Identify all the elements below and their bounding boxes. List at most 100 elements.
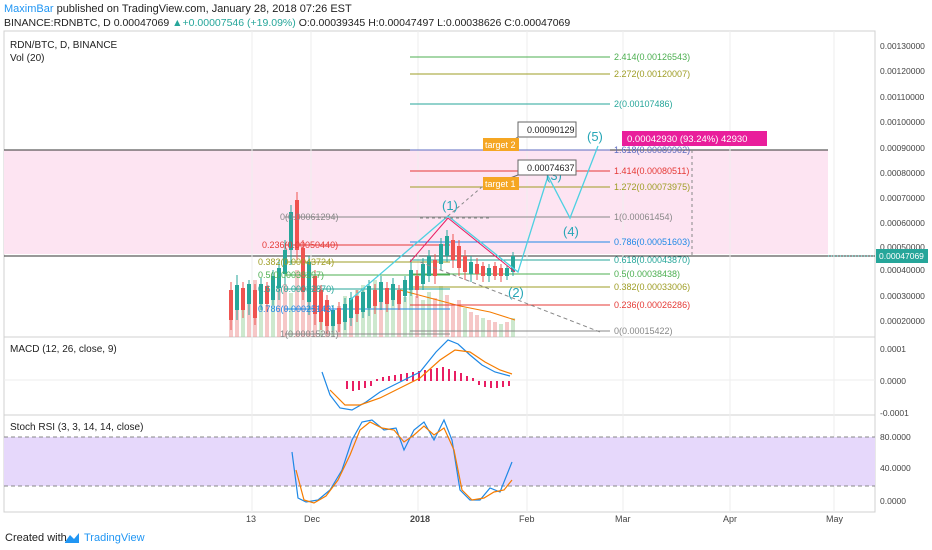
- measure-label: 0.00042930 (93.24%) 42930: [627, 134, 747, 145]
- stoch-rsi-title: Stoch RSI (3, 3, 14, 14, close): [10, 422, 143, 433]
- fib-ext-label: 2.272(0.00120007): [614, 69, 690, 79]
- ohlc-line: BINANCE:RDNBTC, D 0.00047069 ▲+0.0000754…: [4, 17, 570, 29]
- macd-line: [321, 339, 511, 411]
- time-axis[interactable]: 13 Dec 2018 Feb Mar Apr May: [246, 514, 844, 524]
- fib-ext-label: 1.272(0.00073975): [614, 182, 690, 192]
- low-value: 0.00038626: [445, 17, 502, 29]
- target-2-value: 0.00090129: [527, 125, 575, 135]
- tradingview-logo-icon[interactable]: [64, 532, 80, 547]
- price-axis[interactable]: 0.00130000 0.00120000 0.00110000 0.00100…: [880, 41, 925, 326]
- fib-ext-label: 0.5(0.00038438): [614, 269, 680, 279]
- price-tick: 0.00120000: [880, 66, 925, 76]
- vertical-grid: [251, 31, 835, 512]
- fib-ext-label: 1.618(0.00089902): [614, 145, 690, 155]
- publish-line: MaximBar published on TradingView.com, J…: [4, 3, 352, 15]
- last-price: 0.00047069: [113, 17, 170, 29]
- fib-ext-label: 0.786(0.00051603): [614, 237, 690, 247]
- main-pane-title: RDN/BTC, D, BINANCE: [10, 40, 118, 51]
- wave-label-2: (2): [508, 285, 524, 300]
- fib-ext-label: 1(0.00061454): [614, 212, 673, 222]
- price-tick: 0.00060000: [880, 218, 925, 228]
- wave-label-5: (5): [587, 129, 603, 144]
- fib-ret-label: 0.786(0.00025143): [258, 304, 334, 314]
- fib-ret-label: 0(0.00061294): [280, 212, 339, 222]
- symbol-label: BINANCE:RDNBTC, D: [4, 17, 111, 29]
- fib-ret-label: 1(0.00015291): [280, 329, 339, 339]
- close-value: 0.00047069: [514, 17, 571, 29]
- fib-ext-label: 0(0.00015422): [614, 326, 673, 336]
- stoch-tick: 0.0000: [880, 496, 906, 506]
- target-2-label: target 2: [485, 140, 516, 150]
- time-tick: Apr: [723, 514, 737, 524]
- stoch-tick: 80.0000: [880, 432, 911, 442]
- stoch-tick: 40.0000: [880, 463, 911, 473]
- target-zone-band: [4, 150, 828, 254]
- fib-ext-label: 2.414(0.00126543): [614, 52, 690, 62]
- up-arrow-icon: ▲: [172, 17, 183, 29]
- target-1-badge: [483, 177, 519, 190]
- stoch-rsi-band: [4, 437, 875, 486]
- low-label: L:: [437, 17, 446, 29]
- measure-badge: [622, 131, 767, 146]
- price-tick: 0.00110000: [880, 92, 925, 102]
- fib-extension-labels: 2.414(0.00126543) 2.272(0.00120007) 2(0.…: [614, 52, 690, 336]
- price-tick: 0.00070000: [880, 193, 925, 203]
- price-tick: 0.00100000: [880, 117, 925, 127]
- created-with-label: Created with: [5, 532, 67, 544]
- price-tick: 0.00050000: [880, 242, 925, 252]
- trend-line-up: [409, 217, 449, 263]
- fib-ret-label: 0.5(0.00038297): [258, 270, 324, 280]
- volume-ma-line: [399, 289, 516, 321]
- price-tick: 0.00030000: [880, 291, 925, 301]
- macd-tick: 0.0001: [880, 344, 906, 354]
- stoch-axis[interactable]: 80.0000 40.0000 0.0000: [880, 432, 911, 506]
- macd-title: MACD (12, 26, close, 9): [10, 344, 117, 355]
- macd-histogram: [346, 367, 510, 391]
- publish-info: published on TradingView.com, January 28…: [53, 3, 352, 15]
- wave-label-4: (4): [563, 224, 579, 239]
- fib-ext-label: 1.414(0.00080511): [614, 166, 689, 176]
- open-value: 0.00039345: [309, 17, 366, 29]
- open-label: O:: [298, 17, 310, 29]
- macd-tick: -0.0001: [880, 408, 909, 418]
- wave-label-1: (1): [442, 198, 458, 213]
- macd-signal-line: [329, 349, 513, 406]
- last-price-tag-text: 0.00047069: [879, 251, 924, 261]
- close-label: C:: [504, 17, 515, 29]
- high-value: 0.00047497: [378, 17, 435, 29]
- time-tick: Mar: [615, 514, 631, 524]
- fib-retracement-labels: 0(0.00061294) 0.236(0.00050440) 0.382(0.…: [258, 212, 339, 339]
- high-label: H:: [368, 17, 379, 29]
- target-1-label: target 1: [485, 179, 516, 189]
- fib-ret-label: 0.618(0.00032870): [258, 284, 334, 294]
- time-tick: May: [826, 514, 844, 524]
- target-2-value-box: [517, 121, 577, 138]
- volume-label: Vol (20): [10, 53, 44, 64]
- fib-ext-label: 0.236(0.00026286): [614, 300, 690, 310]
- target-1-value-box: [517, 159, 577, 176]
- price-tick: 0.00130000: [880, 41, 925, 51]
- target-1-value: 0.00074637: [527, 163, 575, 173]
- chart-header: MaximBar published on TradingView.com, J…: [0, 0, 932, 30]
- author-link[interactable]: MaximBar: [4, 3, 54, 15]
- time-tick: Feb: [519, 514, 535, 524]
- price-tick: 0.00040000: [880, 265, 925, 275]
- tradingview-brand-link[interactable]: TradingView: [84, 532, 145, 544]
- price-change: +0.00007546 (+19.09%): [182, 17, 296, 29]
- macd-tick: 0.0000: [880, 376, 906, 386]
- time-tick: 2018: [410, 514, 430, 524]
- fib-ext-label: 2(0.00107486): [614, 99, 673, 109]
- fib-ret-label: 0.382(0.00043724): [258, 257, 334, 267]
- macd-axis[interactable]: 0.0001 0.0000 -0.0001: [880, 344, 909, 418]
- trend-line-down: [447, 217, 516, 273]
- time-tick: 13: [246, 514, 256, 524]
- time-tick: Dec: [304, 514, 321, 524]
- price-tick: 0.00020000: [880, 316, 925, 326]
- elliott-wave-projection: [349, 145, 599, 301]
- fib-ext-label: 0.382(0.00033006): [614, 282, 690, 292]
- stoch-d-line: [295, 421, 513, 504]
- fib-ext-label: 0.618(0.00043870): [614, 255, 690, 265]
- footer: Created with TradingView: [0, 528, 932, 550]
- fib-ret-label: 0.236(0.00050440): [262, 240, 338, 250]
